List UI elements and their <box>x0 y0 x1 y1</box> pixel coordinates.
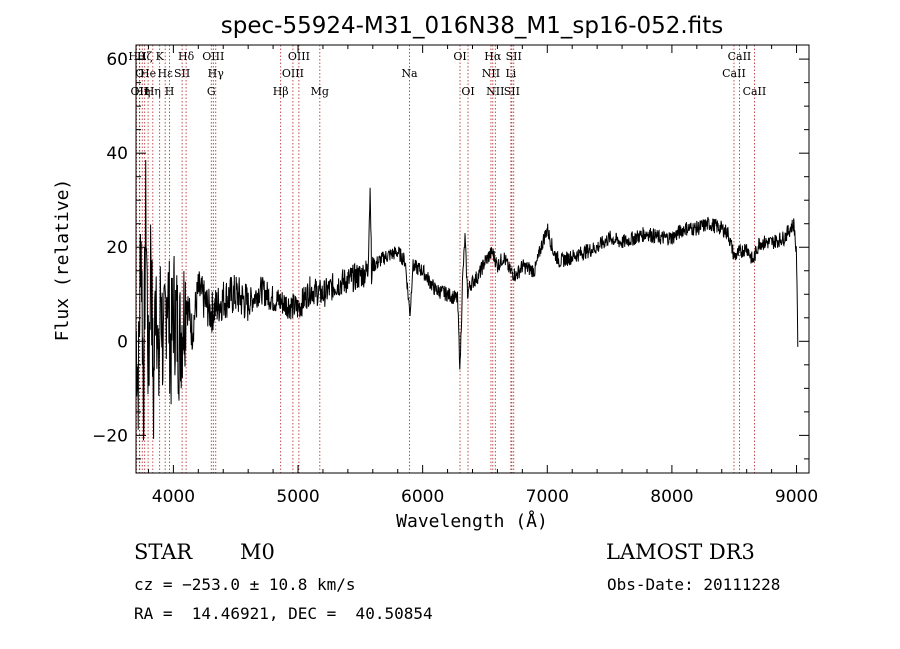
line-label-29: CaII <box>728 50 752 63</box>
line-label-21: OI <box>461 85 474 98</box>
line-label-16: OIII <box>282 67 304 80</box>
line-label-9: H <box>165 85 175 98</box>
emission-line-markers <box>136 45 755 473</box>
x-axis-ticks: 4000 5000 6000 7000 8000 9000 <box>147 45 818 507</box>
line-label-11: Hδ <box>178 50 195 63</box>
line-label-20: OI <box>453 50 466 63</box>
x-tick-label: 8000 <box>650 487 693 507</box>
line-label-15: Hβ <box>273 85 289 98</box>
y-axis-label: Flux (relative) <box>52 179 73 342</box>
y-tick-label: 0 <box>117 332 128 352</box>
line-label-18: Mg <box>311 85 329 98</box>
chart-title: spec-55924-M31_016N38_M1_sp16-052.fits <box>221 13 723 39</box>
line-label-24: NII <box>486 85 504 98</box>
coordinates: RA = 14.46921, DEC = 40.50854 <box>134 604 433 623</box>
x-tick-label: 9000 <box>775 487 818 507</box>
object-class: STAR <box>134 540 193 564</box>
line-label-23: Hα <box>484 50 502 63</box>
line-label-25: SII <box>504 85 520 98</box>
line-label-8: Hε <box>158 67 174 80</box>
x-tick-label: 5000 <box>276 487 319 507</box>
survey-name: LAMOST DR3 <box>606 540 755 564</box>
x-tick-label: 7000 <box>526 487 569 507</box>
line-label-0: Hθ <box>128 50 145 63</box>
line-label-2: O <box>135 67 144 80</box>
line-label-13: OIII <box>202 50 224 63</box>
y-tick-label: 40 <box>106 144 128 164</box>
line-label-30: CaII <box>743 85 767 98</box>
line-label-4: Hζ <box>137 50 153 63</box>
object-subclass: M0 <box>240 540 275 564</box>
y-tick-label: 20 <box>106 238 128 258</box>
plot-frame <box>135 44 810 474</box>
line-label-6: Hη <box>145 85 161 98</box>
x-axis-label: Wavelength (Å) <box>396 510 548 532</box>
line-label-17: OIII <box>288 50 310 63</box>
emission-line-labels: HθOIIOHηHζHeHηKHεHSIIHδGOIIIHγHβOIIIOIII… <box>128 50 766 98</box>
line-label-27: SII <box>506 50 522 63</box>
y-tick-label: 60 <box>106 50 128 70</box>
redshift-velocity: cz = −253.0 ± 10.8 km/s <box>134 575 356 594</box>
spectrum-line <box>135 159 799 441</box>
line-label-19: Na <box>401 67 418 80</box>
x-tick-label: 4000 <box>152 487 195 507</box>
line-label-3: Hη <box>134 85 150 98</box>
observation-date: Obs-Date: 20111228 <box>607 575 781 594</box>
line-label-10: SII <box>174 67 190 80</box>
line-label-12: G <box>207 85 216 98</box>
y-axis-ticks: −20 0 20 40 60 <box>92 50 809 460</box>
line-label-7: K <box>156 50 165 63</box>
line-label-28: CaII <box>722 67 746 80</box>
line-label-5: He <box>140 67 156 80</box>
line-label-1: OII <box>131 85 149 98</box>
y-tick-label: −20 <box>92 426 128 446</box>
line-label-22: NII <box>482 67 500 80</box>
x-tick-label: 6000 <box>401 487 444 507</box>
line-label-14: Hγ <box>208 67 225 80</box>
line-label-26: Li <box>505 67 516 80</box>
